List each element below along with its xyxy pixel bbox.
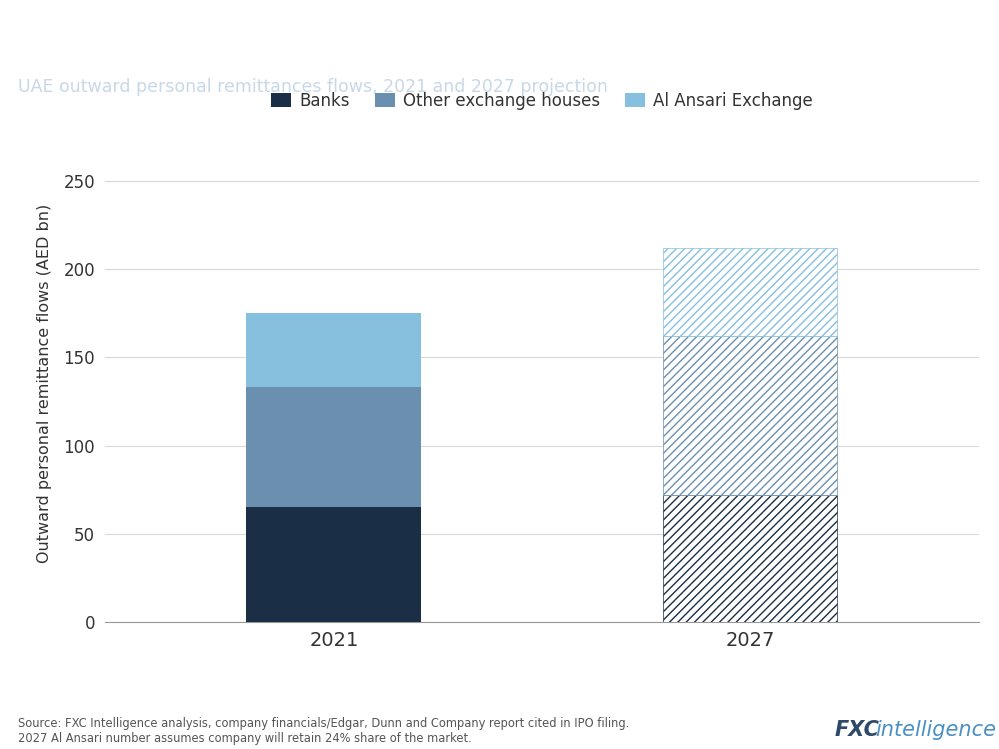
Text: Source: FXC Intelligence analysis, company financials/Edgar, Dunn and Company re: Source: FXC Intelligence analysis, compa… xyxy=(18,718,629,745)
Bar xyxy=(247,387,422,507)
Bar xyxy=(247,313,422,387)
Bar xyxy=(662,495,837,622)
Bar xyxy=(662,248,837,336)
Text: FXC: FXC xyxy=(834,720,879,740)
Bar xyxy=(247,507,422,622)
Text: Al Ansari accounts for 24% of UAE outward personal remittances: Al Ansari accounts for 24% of UAE outwar… xyxy=(18,24,999,50)
Text: intelligence: intelligence xyxy=(875,720,996,740)
Legend: Banks, Other exchange houses, Al Ansari Exchange: Banks, Other exchange houses, Al Ansari … xyxy=(264,85,820,117)
Text: UAE outward personal remittances flows, 2021 and 2027 projection: UAE outward personal remittances flows, … xyxy=(18,78,607,96)
Y-axis label: Outward personal remittance flows (AED bn): Outward personal remittance flows (AED b… xyxy=(37,204,52,563)
Bar xyxy=(662,336,837,495)
